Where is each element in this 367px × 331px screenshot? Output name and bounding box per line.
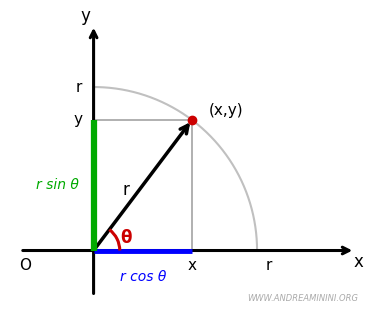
Text: r: r xyxy=(76,79,82,95)
Text: (x,y): (x,y) xyxy=(208,103,243,118)
Text: r: r xyxy=(123,181,130,199)
Text: x: x xyxy=(188,258,196,273)
Text: θ: θ xyxy=(120,229,132,247)
Text: x: x xyxy=(353,253,363,271)
Text: O: O xyxy=(19,258,31,273)
Text: r cos θ: r cos θ xyxy=(120,270,166,284)
Text: WWW.ANDREAMININI.ORG: WWW.ANDREAMININI.ORG xyxy=(247,294,359,303)
Text: r sin θ: r sin θ xyxy=(36,178,79,192)
Text: r: r xyxy=(265,258,272,273)
Text: y: y xyxy=(73,113,82,127)
Text: y: y xyxy=(80,7,90,25)
